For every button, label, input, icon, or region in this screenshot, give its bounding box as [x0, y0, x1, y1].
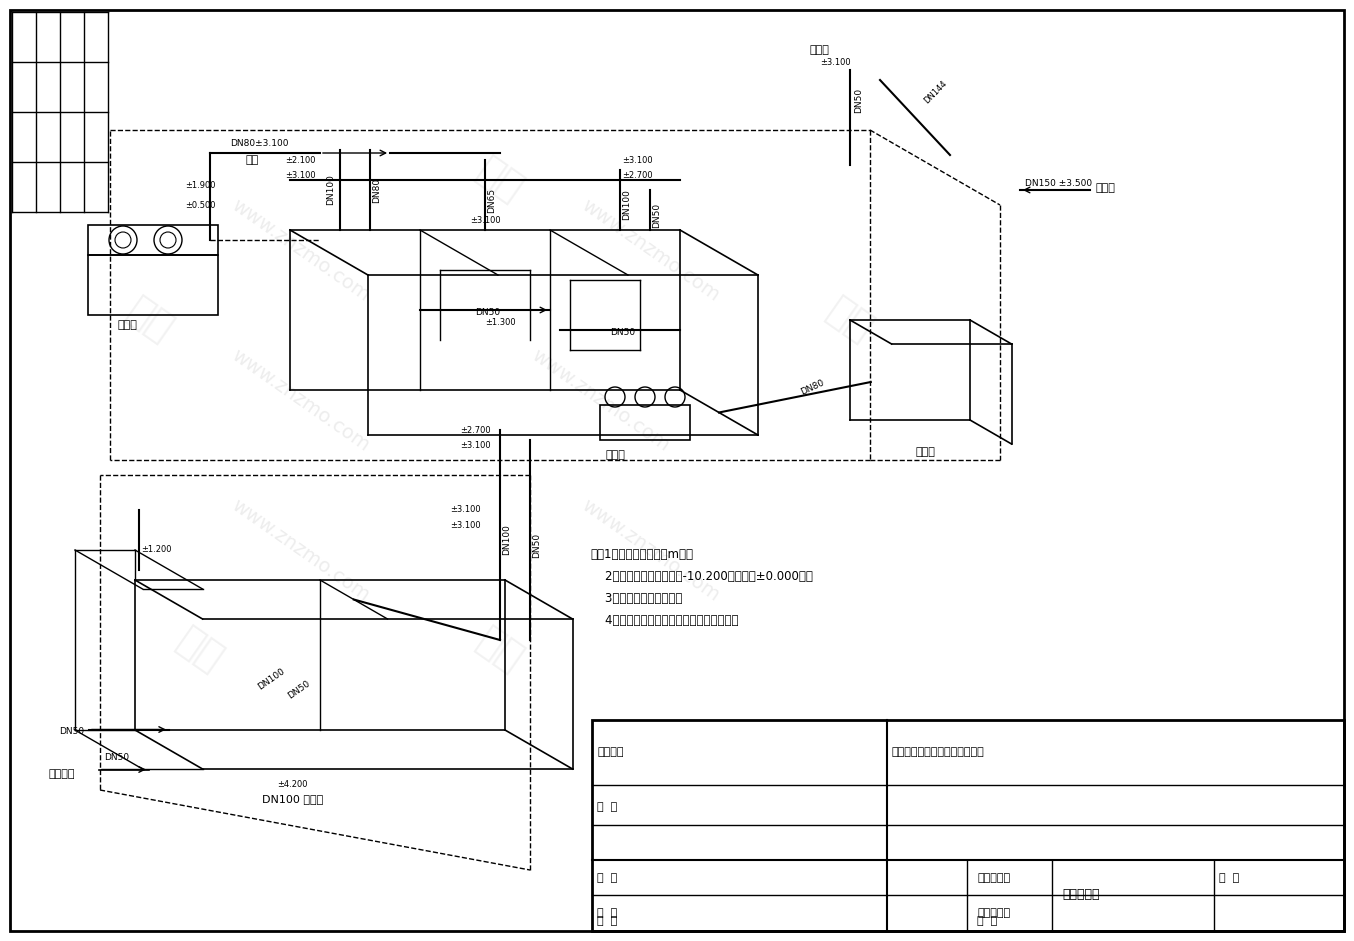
Text: ±3.100: ±3.100 — [450, 505, 481, 515]
Text: 2、以设备间地面标高为-10.200米为本图±0.000米；: 2、以设备间地面标高为-10.200米为本图±0.000米； — [590, 570, 812, 583]
Text: www.znzmo.com: www.znzmo.com — [577, 495, 723, 605]
Text: 知末: 知末 — [121, 291, 180, 349]
Text: ±1.900: ±1.900 — [185, 181, 215, 189]
Text: ±1.300: ±1.300 — [485, 317, 516, 327]
Text: ±3.100: ±3.100 — [450, 520, 481, 530]
Text: 风管: 风管 — [245, 155, 259, 165]
Text: ±3.100: ±3.100 — [460, 440, 490, 450]
Text: DN100: DN100 — [502, 524, 510, 555]
Bar — [600, 405, 691, 440]
Text: ±2.700: ±2.700 — [460, 425, 490, 435]
Text: www.znzmo.com: www.znzmo.com — [577, 195, 723, 305]
Text: DN50: DN50 — [532, 533, 542, 558]
Text: DN50: DN50 — [854, 88, 862, 113]
Text: DN50: DN50 — [58, 727, 84, 736]
Text: 加压泵: 加压泵 — [605, 450, 626, 460]
Text: www.znzmo.com: www.znzmo.com — [227, 345, 372, 455]
Text: DN50: DN50 — [475, 308, 500, 316]
Text: 知末: 知末 — [821, 291, 880, 349]
Text: 3、标高标注为管底部，: 3、标高标注为管底部， — [590, 593, 682, 605]
Text: DN150 ±3.500: DN150 ±3.500 — [1025, 179, 1093, 187]
Text: 审  核: 审 核 — [597, 908, 617, 918]
Text: 4、泄空管为从水笱底部接管进入排水沟。: 4、泄空管为从水笱底部接管进入排水沟。 — [590, 614, 738, 628]
Text: 设  计: 设 计 — [597, 916, 617, 926]
Text: 来水管: 来水管 — [810, 45, 830, 55]
Text: 自来水管: 自来水管 — [49, 770, 76, 779]
Text: ±4.200: ±4.200 — [276, 780, 307, 789]
Text: DN50: DN50 — [286, 678, 311, 700]
Text: ±3.100: ±3.100 — [621, 155, 653, 165]
Text: DN80±3.100: DN80±3.100 — [230, 138, 288, 148]
Text: 比  例: 比 例 — [1219, 873, 1239, 883]
Text: DN100: DN100 — [326, 175, 334, 205]
Text: 水利局办公楼中水回用处理工程: 水利局办公楼中水回用处理工程 — [892, 747, 984, 757]
Text: www.znzmo.com: www.znzmo.com — [227, 495, 372, 605]
Text: DN100: DN100 — [621, 189, 631, 220]
Text: 集水坑: 集水坑 — [915, 447, 936, 457]
Text: DN100 供水管: DN100 供水管 — [261, 794, 324, 805]
Text: 知末: 知末 — [171, 621, 230, 679]
Text: 项  目: 项 目 — [597, 802, 617, 812]
Text: DN65: DN65 — [487, 187, 496, 213]
Text: DN100: DN100 — [256, 667, 286, 692]
Text: ±3.100: ±3.100 — [821, 57, 850, 67]
Text: DN50: DN50 — [653, 202, 661, 228]
Text: 制  图: 制 图 — [978, 916, 998, 926]
Bar — [88, 225, 218, 255]
Text: ±3.100: ±3.100 — [284, 170, 315, 180]
Text: 专业负责人: 专业负责人 — [978, 908, 1010, 918]
Text: 鼓风机: 鼓风机 — [118, 320, 138, 330]
Text: www.znzmo.com: www.znzmo.com — [227, 195, 372, 305]
Text: ±2.100: ±2.100 — [284, 155, 315, 165]
Text: 工程名称: 工程名称 — [597, 747, 623, 757]
Bar — [88, 255, 218, 315]
Text: DN50: DN50 — [611, 327, 635, 337]
Text: 管线系统图: 管线系统图 — [1062, 888, 1099, 901]
Text: 项目负责人: 项目负责人 — [978, 873, 1010, 883]
Text: DN144: DN144 — [922, 79, 949, 105]
Text: 审  定: 审 定 — [597, 873, 617, 883]
Text: 知末: 知末 — [470, 621, 529, 679]
Text: ±2.700: ±2.700 — [621, 170, 653, 180]
Text: DN80: DN80 — [799, 377, 826, 396]
Text: www.znzmo.com: www.znzmo.com — [528, 345, 673, 455]
Text: 注：1、图中标高单位以m计；: 注：1、图中标高单位以m计； — [590, 549, 693, 562]
Text: ±3.100: ±3.100 — [470, 215, 501, 225]
Text: 知末: 知末 — [470, 151, 529, 209]
Text: ±0.500: ±0.500 — [185, 200, 215, 210]
Bar — [592, 720, 1345, 931]
Text: DN50: DN50 — [104, 753, 129, 762]
Text: DN80: DN80 — [372, 178, 380, 202]
Text: ±1.200: ±1.200 — [141, 545, 171, 554]
Text: 来水管: 来水管 — [1095, 183, 1114, 193]
